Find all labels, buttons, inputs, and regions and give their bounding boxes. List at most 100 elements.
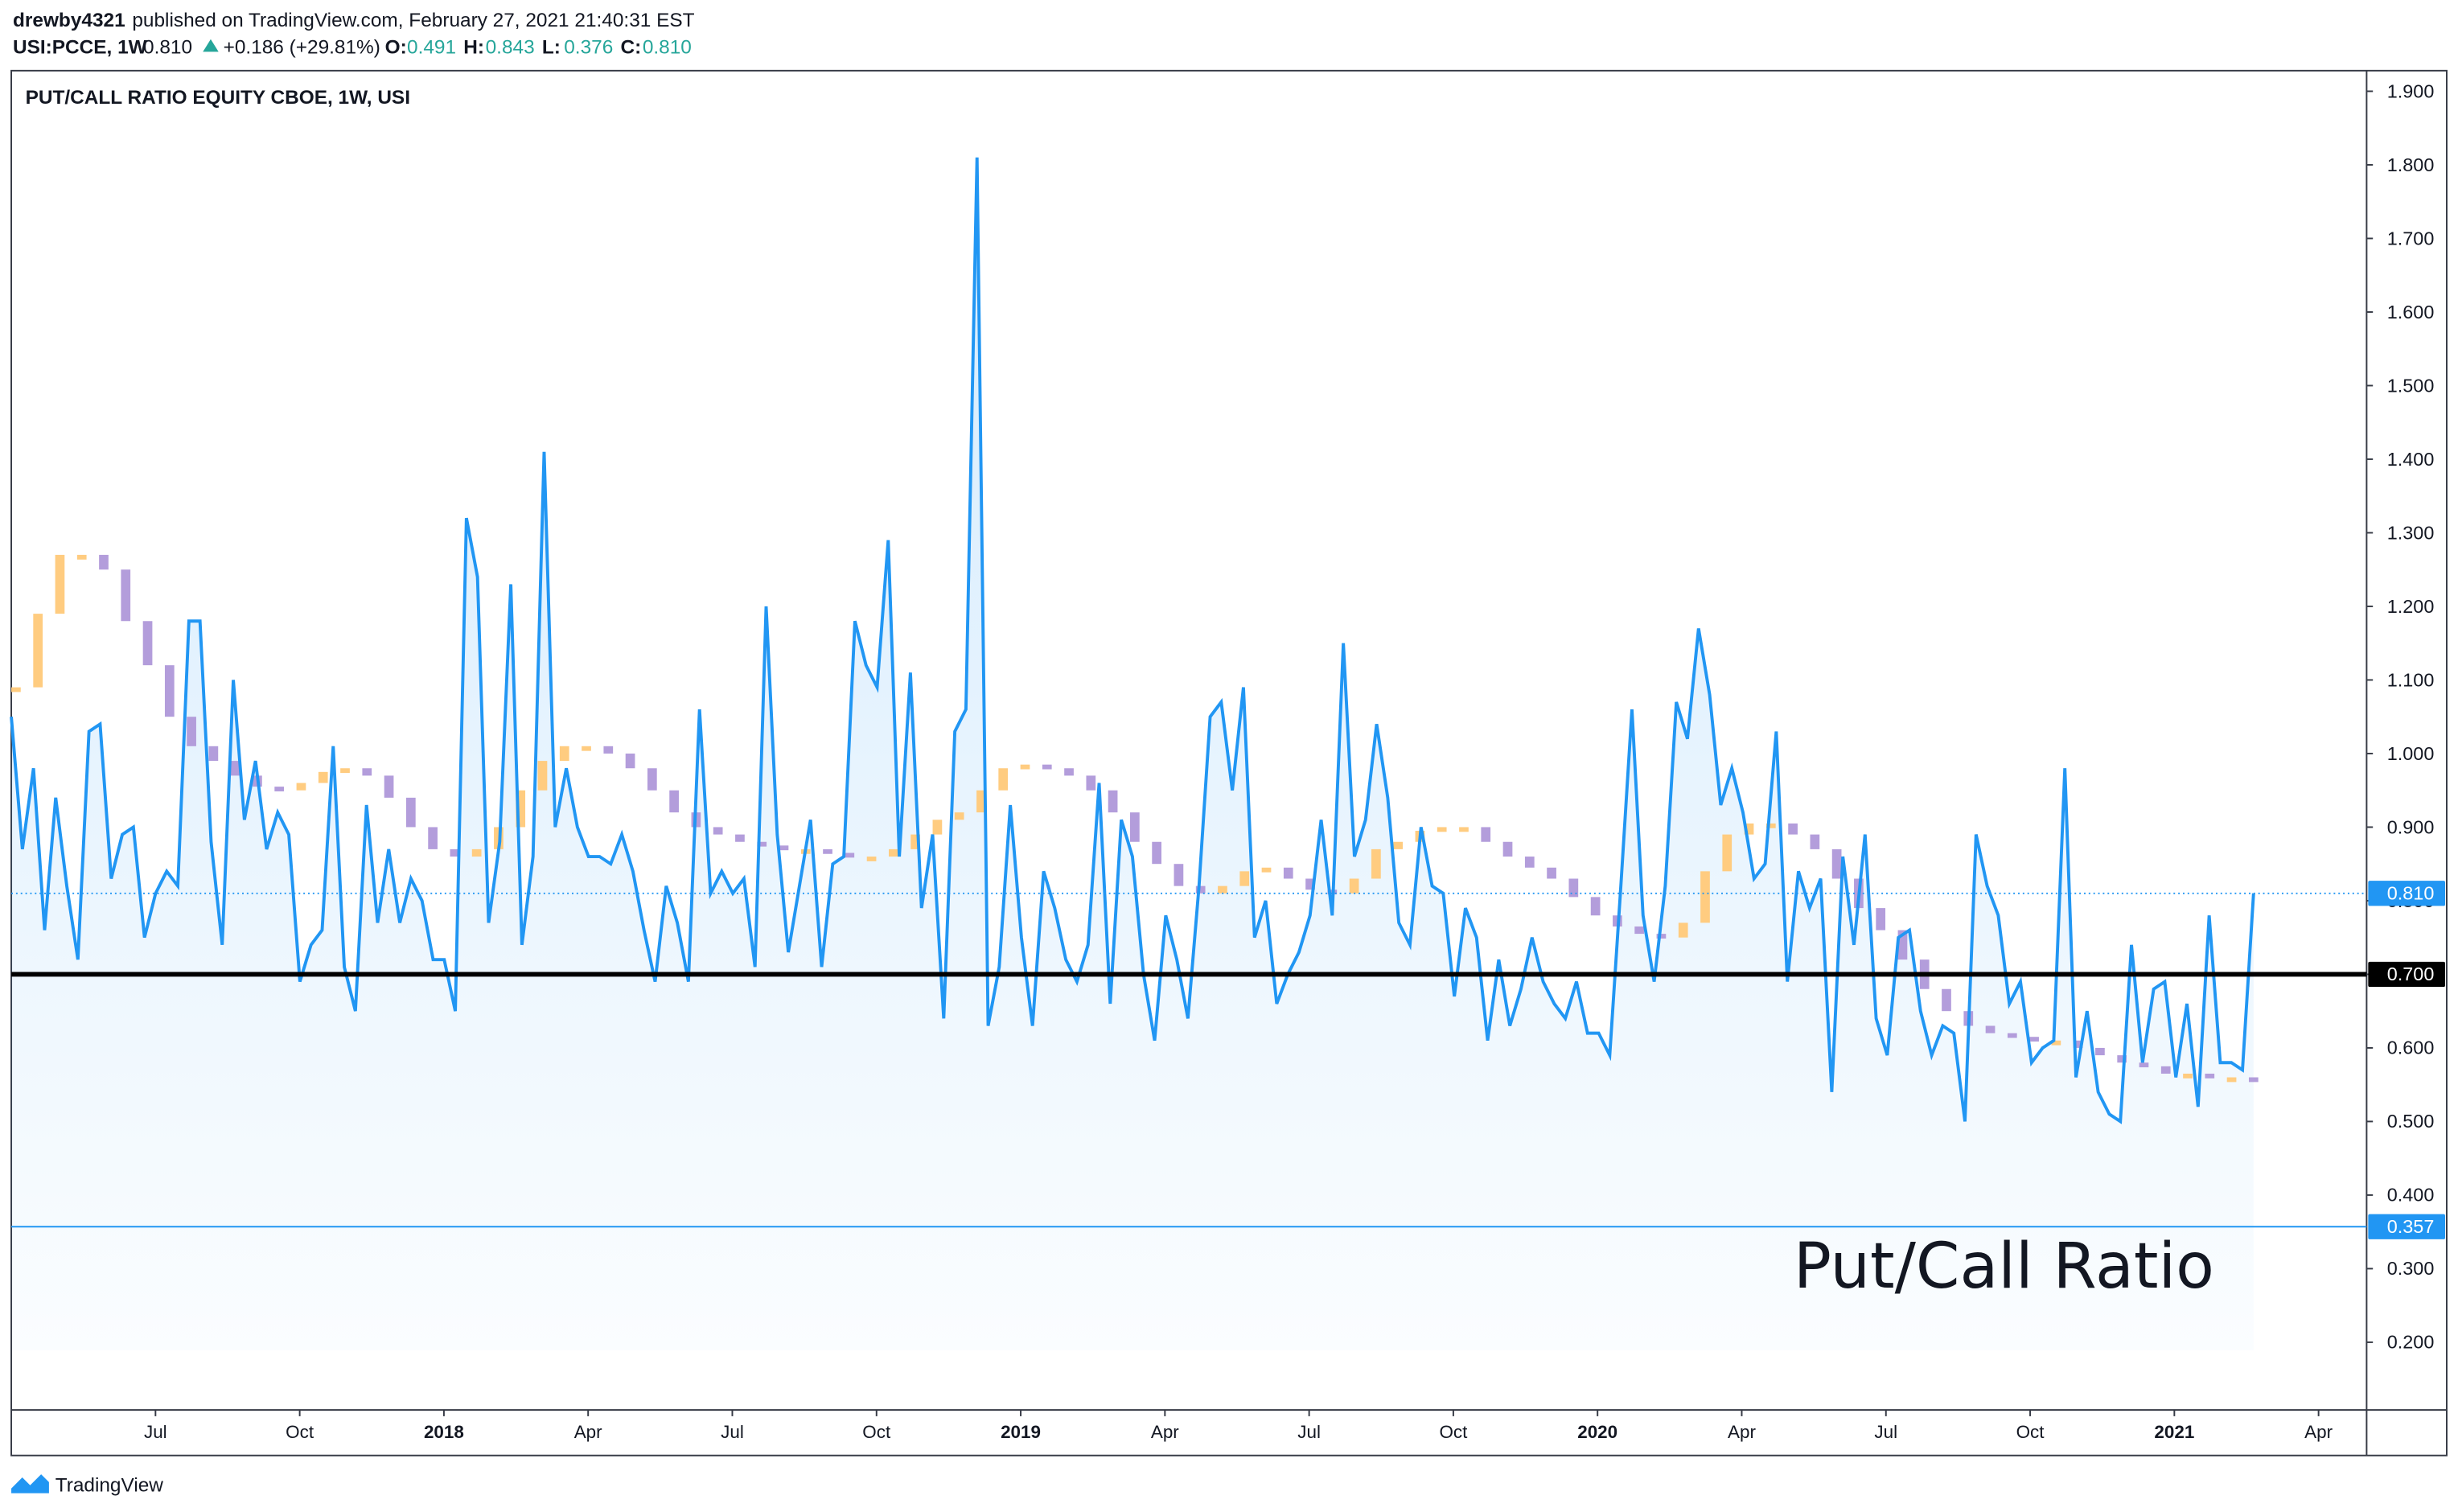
moving-average-bar: [76, 554, 87, 560]
moving-average-bar: [1810, 834, 1820, 849]
moving-average-bar: [1942, 988, 1951, 1012]
footer-brand: TradingView: [55, 1475, 164, 1497]
y-tick-label: 1.700: [2387, 228, 2435, 249]
moving-average-bar: [1700, 871, 1710, 923]
annotation: Put/Call Ratio: [1794, 1231, 2214, 1303]
moving-average-bar: [2139, 1062, 2149, 1068]
price-label-box: [2368, 961, 2446, 988]
moving-average-bar: [910, 834, 920, 849]
moving-average-bar: [647, 768, 657, 791]
moving-average-bar: [603, 746, 614, 754]
moving-average-bar: [2073, 1040, 2083, 1048]
moving-average-bar: [274, 787, 285, 791]
price-label: 0.700: [2387, 963, 2435, 984]
price-change: +0.186 (+29.81%): [224, 36, 380, 58]
moving-average-bar: [516, 790, 526, 828]
moving-average-bar: [121, 569, 131, 622]
moving-average-bar: [1985, 1025, 1996, 1033]
moving-average-bar: [471, 848, 482, 857]
moving-average-bar: [1130, 812, 1140, 842]
plot-area: [10, 157, 2367, 1350]
y-tick-label: 1.800: [2387, 154, 2435, 175]
moving-average-bar: [823, 848, 832, 854]
ohlc-label: C:: [621, 36, 642, 58]
ohlc-label: H:: [463, 36, 484, 58]
moving-average-bar: [713, 827, 723, 835]
moving-average-bar: [998, 768, 1009, 791]
moving-average-bar: [428, 827, 438, 849]
moving-average-bar: [1831, 848, 1842, 879]
ohlc-value: 0.843: [486, 36, 535, 58]
moving-average-bar: [340, 768, 350, 774]
moving-average-bar: [1481, 827, 1491, 842]
moving-average-bar: [1152, 841, 1161, 865]
moving-average-bar: [1020, 764, 1030, 770]
last-price: 0.810: [143, 36, 192, 58]
moving-average-bar: [2029, 1037, 2039, 1042]
moving-average-bar: [1459, 827, 1469, 832]
x-tick-label: Jul: [1297, 1422, 1321, 1442]
moving-average-bar: [318, 771, 328, 783]
moving-average-bar: [362, 768, 372, 776]
moving-average-bar: [384, 775, 394, 798]
y-tick-label: 1.300: [2387, 522, 2435, 543]
moving-average-bar: [866, 857, 877, 861]
moving-average-bar: [1788, 823, 1798, 835]
x-tick-label: Oct: [862, 1422, 891, 1442]
moving-average-bar: [1393, 841, 1404, 849]
y-tick-label: 1.100: [2387, 669, 2435, 690]
chart-title: PUT/CALL RATIO EQUITY CBOE, 1W, USI: [26, 87, 410, 109]
x-tick-label: Oct: [2016, 1422, 2045, 1442]
moving-average-bar: [1876, 908, 1886, 931]
moving-average-bar: [2117, 1055, 2127, 1063]
moving-average-bar: [625, 753, 635, 769]
moving-average-bar: [2007, 1033, 2017, 1038]
y-tick-label: 1.900: [2387, 80, 2435, 101]
moving-average-bar: [1108, 790, 1118, 813]
x-tick-label: Apr: [2304, 1422, 2333, 1442]
moving-average-bar: [1744, 823, 1754, 835]
ohlc-value: 0.810: [643, 36, 692, 58]
price-label-box: [2368, 1214, 2446, 1239]
moving-average-bar: [559, 746, 569, 762]
x-tick-label: Jul: [144, 1422, 167, 1442]
moving-average-bar: [296, 783, 306, 791]
moving-average-bar: [1547, 867, 1556, 879]
ohlc-label: L:: [542, 36, 561, 58]
moving-average-bar: [1678, 922, 1688, 938]
moving-average-bar: [1174, 864, 1184, 886]
x-tick-label: 2019: [1001, 1422, 1041, 1442]
moving-average-bar: [1349, 878, 1359, 894]
moving-average-bar: [757, 841, 767, 847]
moving-average-bar: [164, 665, 175, 717]
moving-average-bar: [2160, 1066, 2171, 1074]
y-tick-label: 0.200: [2387, 1332, 2435, 1353]
moving-average-bar: [954, 812, 964, 820]
y-tick-label: 1.000: [2387, 743, 2435, 764]
moving-average-bar: [1502, 841, 1513, 857]
moving-average-bar: [187, 717, 196, 746]
moving-average-bar: [11, 687, 21, 692]
y-tick-label: 0.600: [2387, 1037, 2435, 1058]
moving-average-bar: [735, 834, 745, 842]
y-tick-label: 0.500: [2387, 1111, 2435, 1132]
symbol: USI:PCCE, 1W: [13, 36, 147, 58]
y-tick-label: 1.400: [2387, 449, 2435, 470]
moving-average-bar: [1524, 857, 1535, 868]
moving-average-bar: [888, 848, 898, 857]
moving-average-bar: [1656, 934, 1667, 939]
x-tick-label: Apr: [574, 1422, 602, 1442]
y-tick-label: 0.400: [2387, 1185, 2435, 1206]
up-arrow: [203, 39, 219, 52]
moving-average-bar: [1239, 871, 1250, 886]
moving-average-bar: [99, 554, 109, 570]
x-tick-label: Oct: [286, 1422, 314, 1442]
moving-average-bar: [1064, 768, 1074, 776]
y-tick-label: 0.900: [2387, 816, 2435, 837]
moving-average-bar: [1897, 930, 1908, 960]
moving-average-bar: [1765, 823, 1776, 828]
moving-average-bar: [2205, 1073, 2215, 1079]
ohlc-label: O:: [385, 36, 407, 58]
